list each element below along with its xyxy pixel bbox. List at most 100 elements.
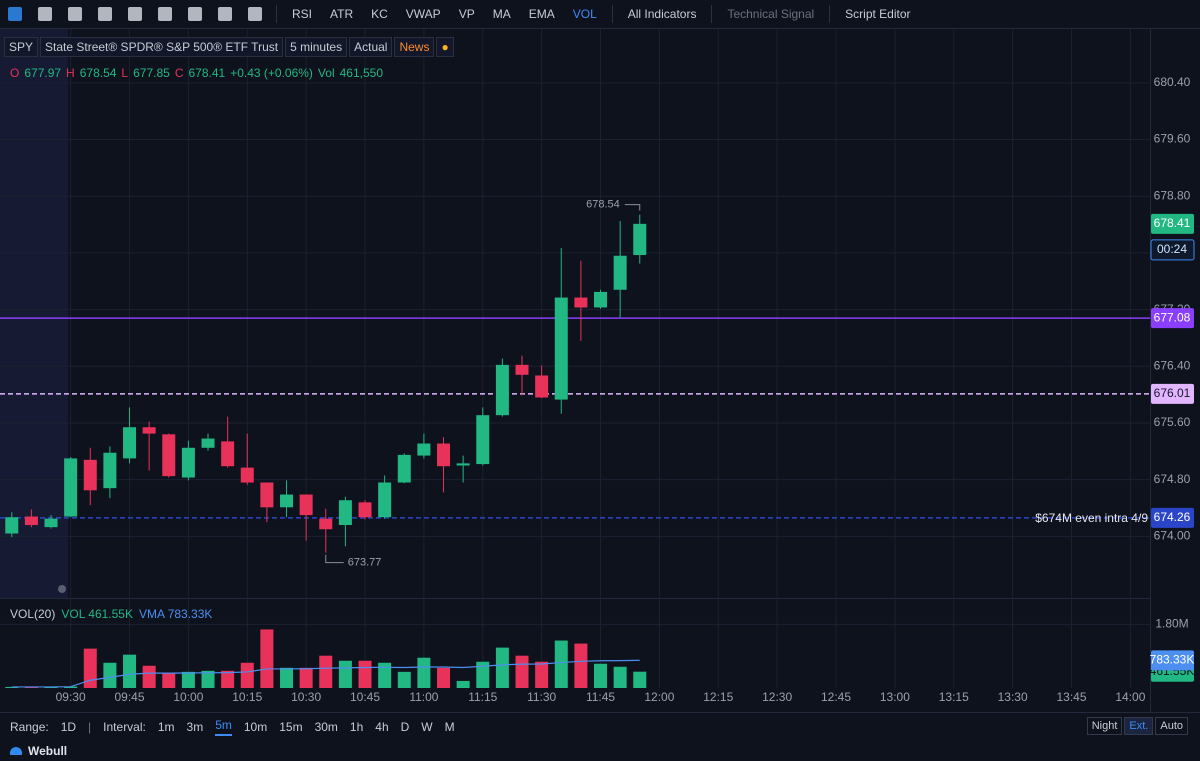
low-value: 677.85: [133, 66, 170, 80]
candle-body: [338, 500, 352, 526]
brand-name: Webull: [28, 744, 68, 758]
volume-bar: [83, 648, 97, 688]
volume-bar: [535, 661, 549, 688]
interval[interactable]: M: [444, 720, 455, 734]
open-value: 677.97: [24, 66, 62, 80]
candle-body: [299, 494, 313, 516]
icon-d[interactable]: [218, 7, 232, 21]
range-separator: |: [88, 720, 92, 734]
interval[interactable]: W: [421, 720, 433, 734]
interval[interactable]: 1m: [157, 720, 175, 734]
interval[interactable]: 30m: [314, 720, 338, 734]
interval[interactable]: 3m: [186, 720, 204, 734]
candle-body: [535, 375, 549, 398]
indicator[interactable]: EMA: [528, 7, 555, 21]
icon-compare[interactable]: [128, 7, 142, 21]
pane-separator: [0, 598, 1150, 599]
icon-layout[interactable]: [98, 7, 112, 21]
alert-icon[interactable]: ●: [436, 37, 454, 57]
level-tag: 676.01: [1154, 386, 1191, 400]
x-tick-label: 11:45: [586, 690, 615, 704]
volume-bar: [417, 657, 431, 688]
vma-line: [11, 659, 640, 688]
icon-s[interactable]: [188, 7, 202, 21]
candle-body: [83, 459, 97, 491]
timeframe[interactable]: 5 minutes: [285, 37, 348, 57]
icon-draw[interactable]: [38, 7, 52, 21]
price-mode[interactable]: Actual: [349, 37, 393, 57]
range[interactable]: 1D: [60, 720, 77, 734]
candle-body: [594, 291, 608, 308]
icon-cloud[interactable]: [158, 7, 172, 21]
candle-body: [397, 454, 411, 483]
volume-bar: [201, 670, 215, 688]
level-tag: 677.08: [1154, 310, 1191, 324]
icon-chart[interactable]: [8, 7, 22, 21]
candle-body: [476, 415, 490, 465]
separator: [829, 5, 831, 23]
volume-bar: [358, 660, 372, 688]
candle-body: [260, 482, 274, 508]
icon-settings[interactable]: [248, 7, 262, 21]
session[interactable]: Auto: [1155, 717, 1188, 735]
icon-candles[interactable]: [68, 7, 82, 21]
volume-bar: [260, 629, 274, 688]
interval[interactable]: 4h: [375, 720, 389, 734]
candle-body: [358, 502, 372, 518]
extended-hours-shade: [0, 29, 68, 598]
candle-body: [123, 427, 137, 459]
indicator[interactable]: VOL: [572, 7, 597, 21]
separator: [711, 5, 713, 23]
interval[interactable]: 1h: [349, 720, 364, 734]
y-tick-label: 675.60: [1154, 415, 1191, 429]
level-tag-bg: [1151, 383, 1194, 404]
interval[interactable]: 5m: [215, 718, 232, 736]
level-tag: 674.26: [1154, 510, 1191, 524]
volume-bar: [378, 662, 392, 688]
legend-value: 783.33K: [167, 607, 213, 621]
candle-body: [574, 297, 588, 308]
indicator[interactable]: VWAP: [405, 7, 441, 21]
candle-body: [240, 467, 254, 483]
y-tick-label: 674.00: [1154, 529, 1191, 543]
candle-body: [495, 364, 509, 416]
all-indicators[interactable]: All Indicators: [627, 7, 697, 21]
candle-body: [201, 438, 215, 448]
session[interactable]: Night: [1086, 717, 1123, 735]
x-tick-label: 09:45: [115, 690, 145, 704]
legend-entry: VOL 461.55K: [61, 607, 133, 621]
high-marker-line: [624, 204, 641, 211]
candle-body: [103, 452, 117, 489]
indicator[interactable]: KC: [371, 7, 388, 21]
candle-body: [181, 447, 195, 478]
session[interactable]: Ext.: [1124, 717, 1154, 735]
interval[interactable]: 10m: [243, 720, 268, 734]
technical-signal[interactable]: Technical Signal: [727, 7, 815, 21]
symbol[interactable]: SPY: [4, 37, 39, 57]
drag-handle[interactable]: [58, 585, 66, 593]
ohlc-legend: O 677.97 H 678.54 L 677.85 C 678.41 +0.4…: [10, 66, 383, 80]
x-tick-label: 11:30: [527, 690, 556, 704]
interval[interactable]: D: [400, 720, 410, 734]
vma-tag-bg: [1151, 650, 1194, 671]
script-editor[interactable]: Script Editor: [845, 7, 911, 21]
volume-bar: [594, 663, 608, 688]
indicator[interactable]: MA: [492, 7, 511, 21]
candle-body: [613, 255, 627, 290]
x-tick-label: 09:30: [56, 690, 86, 704]
volume-bar: [338, 660, 352, 688]
volume-bar: [280, 667, 294, 688]
indicator[interactable]: VP: [458, 7, 475, 21]
open-label: O: [10, 66, 20, 80]
news[interactable]: News: [394, 37, 435, 57]
range-label: Range:: [10, 720, 49, 734]
interval[interactable]: 15m: [279, 720, 303, 734]
indicator[interactable]: RSI: [292, 7, 313, 21]
separator: [611, 5, 613, 23]
volume-bar: [299, 667, 313, 688]
indicator[interactable]: ATR: [330, 7, 354, 21]
y-tick-label: 680.40: [1154, 75, 1191, 89]
logo: [10, 747, 22, 755]
